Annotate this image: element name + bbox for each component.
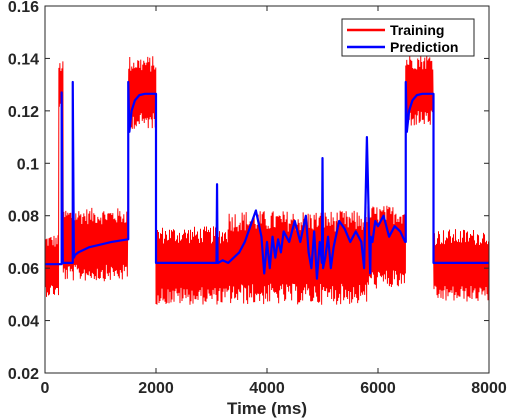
- x-tick-label: 6000: [360, 380, 396, 397]
- legend-label-training: Training: [390, 22, 444, 38]
- y-tick-label: 0.08: [8, 209, 39, 226]
- y-tick-label: 0.02: [8, 366, 39, 383]
- x-tick-label: 2000: [138, 380, 174, 397]
- series-prediction: [45, 80, 489, 280]
- y-tick-label: 0.04: [8, 314, 39, 331]
- x-axis: 0 2000 4000 6000 8000: [41, 6, 507, 397]
- x-tick-label: 0: [41, 380, 50, 397]
- y-axis: 0.02 0.04 0.06 0.08 0.1 0.12 0.14 0.16: [8, 0, 489, 383]
- x-tick-label: 8000: [471, 380, 507, 397]
- training-line: [44, 54, 490, 305]
- legend: Training Prediction: [341, 18, 475, 57]
- y-tick-label: 0.14: [8, 51, 39, 68]
- y-tick-label: 0.06: [8, 261, 39, 278]
- legend-label-prediction: Prediction: [390, 39, 458, 55]
- legend-box: [341, 18, 475, 57]
- plot-area: [44, 54, 490, 305]
- y-tick-label: 0.12: [8, 104, 39, 121]
- x-axis-title: Time (ms): [227, 399, 307, 418]
- y-tick-label: 0.16: [8, 0, 39, 16]
- series-training: [44, 54, 490, 305]
- y-tick-label: 0.1: [17, 156, 39, 173]
- x-tick-label: 4000: [249, 380, 285, 397]
- prediction-line: [45, 80, 489, 280]
